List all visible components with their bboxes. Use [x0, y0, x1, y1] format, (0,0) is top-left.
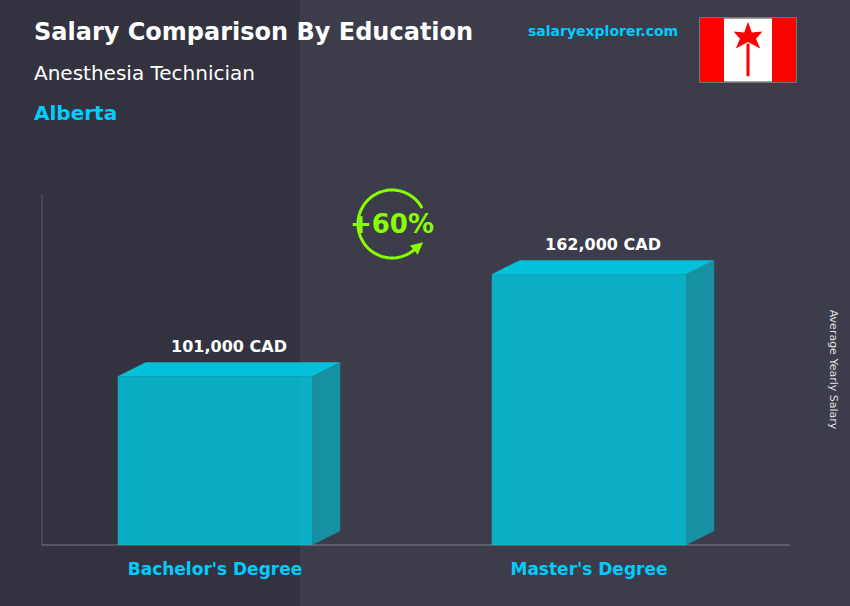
labels: 101,000 CAD Bachelor's Degree 162,000 CAD M… [128, 235, 668, 579]
data-label: 162,000 CAD [545, 235, 661, 254]
pct-change: +60% [350, 209, 434, 239]
background [0, 0, 850, 606]
bar [118, 376, 312, 545]
brand: salaryexplorer.com [528, 23, 678, 39]
bar [492, 274, 686, 545]
flag-field [700, 18, 796, 82]
y-label: Average Yearly Salary [827, 310, 840, 430]
bar-side [686, 260, 714, 545]
y-axis-line [42, 194, 43, 545]
flag-band [700, 18, 724, 82]
flag-stem [747, 44, 750, 77]
flag [700, 18, 796, 82]
data-label: 101,000 CAD [171, 337, 287, 356]
region: Alberta [34, 101, 117, 125]
title: Salary Comparison By Education [34, 18, 473, 46]
category-label: Bachelor's Degree [128, 559, 303, 579]
chart: 101,000 CAD Bachelor's Degree 162,000 CAD M… [0, 0, 850, 606]
bars [118, 260, 714, 545]
subtitle: Anesthesia Technician [34, 61, 255, 85]
bar-top [492, 260, 714, 274]
arrow-head [410, 242, 423, 254]
bar-side [312, 362, 340, 545]
bar-top [118, 362, 340, 376]
flag-band [772, 18, 796, 82]
category-label: Master's Degree [510, 559, 667, 579]
